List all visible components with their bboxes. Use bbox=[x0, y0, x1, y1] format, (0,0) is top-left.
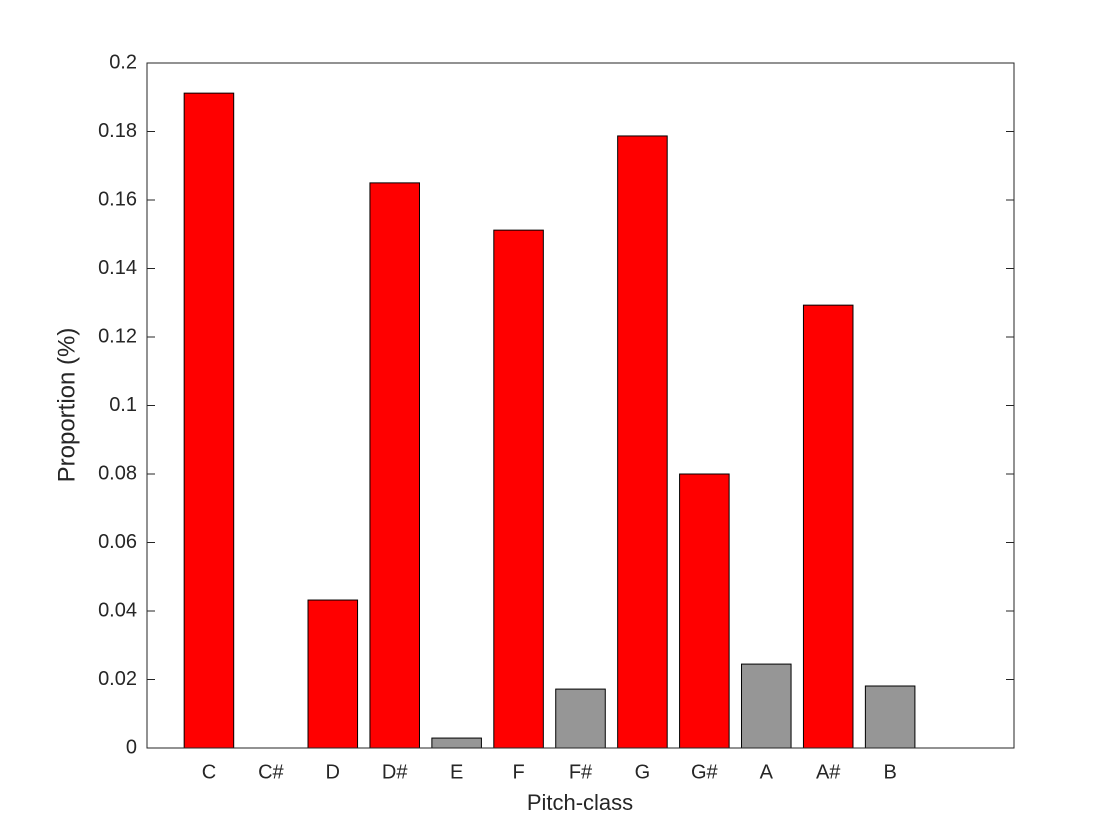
y-tick-label: 0.1 bbox=[109, 394, 137, 416]
x-tick-label: C bbox=[202, 761, 216, 783]
bar bbox=[493, 229, 544, 749]
plot-frame bbox=[146, 62, 1015, 749]
bar bbox=[617, 135, 668, 749]
bar bbox=[369, 182, 420, 749]
bar bbox=[741, 663, 792, 749]
bar bbox=[802, 304, 854, 749]
y-axis-label: Proportion (%) bbox=[53, 328, 80, 483]
y-tick-label: 0.04 bbox=[98, 599, 137, 621]
x-tick-label: F bbox=[512, 761, 524, 783]
bar bbox=[431, 737, 482, 749]
bar bbox=[679, 473, 730, 749]
x-tick-label: G# bbox=[691, 761, 719, 783]
x-tick-label: D bbox=[326, 761, 340, 783]
y-tick-label: 0.18 bbox=[98, 120, 137, 142]
y-tick-label: 0.2 bbox=[109, 51, 137, 73]
bar bbox=[864, 685, 916, 749]
x-tick-label: G bbox=[635, 761, 651, 783]
y-tick-label: 0 bbox=[126, 736, 137, 758]
y-tick-label: 0.14 bbox=[98, 257, 137, 279]
x-tick-label: B bbox=[883, 761, 896, 783]
y-tick-label: 0.02 bbox=[98, 668, 137, 690]
y-tick-label: 0.12 bbox=[98, 325, 137, 347]
x-tick-label: A bbox=[760, 761, 774, 783]
x-tick-label: C# bbox=[258, 761, 284, 783]
y-tick-label: 0.06 bbox=[98, 531, 137, 553]
y-tick-label: 0.08 bbox=[98, 462, 137, 484]
x-axis-label: Pitch-class bbox=[527, 790, 633, 815]
x-tick-label: A# bbox=[816, 761, 841, 783]
y-tick-label: 0.16 bbox=[98, 188, 137, 210]
bar bbox=[555, 688, 606, 749]
x-tick-label: D# bbox=[382, 761, 408, 783]
x-tick-label: F# bbox=[569, 761, 593, 783]
bar bbox=[307, 599, 359, 749]
x-tick-label: E bbox=[450, 761, 463, 783]
bar bbox=[183, 92, 235, 749]
